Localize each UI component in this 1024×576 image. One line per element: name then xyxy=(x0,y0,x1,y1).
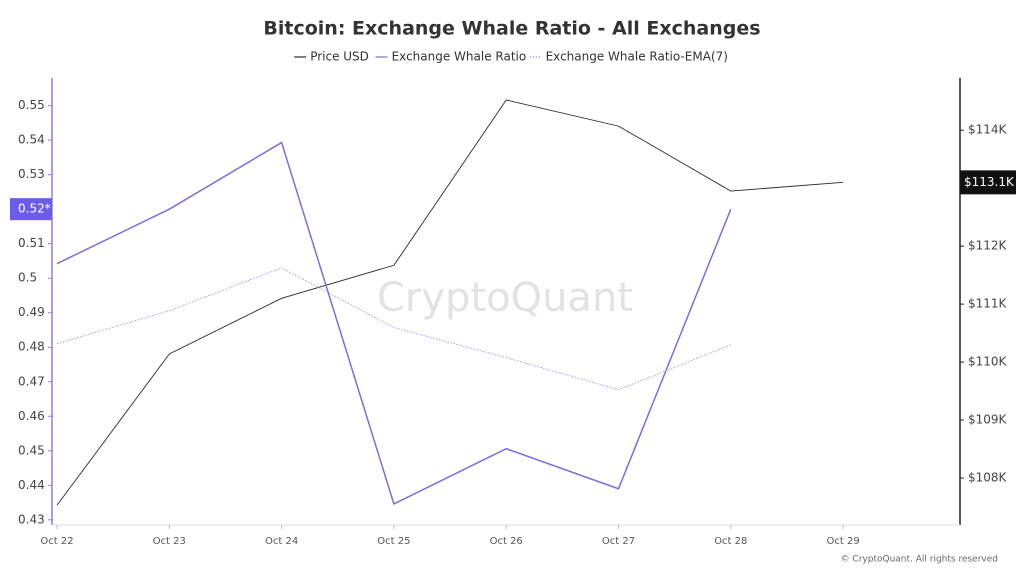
x-tick-label: Oct 29 xyxy=(826,536,859,547)
y-tick-label: 0.47 xyxy=(18,374,45,388)
y-tick-label: 0.55 xyxy=(18,98,45,112)
y-marker-label: 0.52* xyxy=(18,202,51,216)
y2-marker-box xyxy=(960,170,1016,195)
x-tick-label: Oct 22 xyxy=(40,536,73,547)
y-tick-label: 0.49 xyxy=(18,305,45,319)
footer: © CryptoQuant. All rights reserved xyxy=(841,555,998,565)
x-tick-label: Oct 26 xyxy=(490,536,523,547)
y-tick-label: 0.5 xyxy=(18,271,37,285)
y2-tick-label: $111K xyxy=(968,297,1008,311)
x-tick-label: Oct 27 xyxy=(602,536,635,547)
series-line xyxy=(56,267,731,391)
y2-tick-label: $112K xyxy=(968,239,1008,253)
y-tick-label: 0.45 xyxy=(18,443,45,457)
x-tick-label: Oct 28 xyxy=(714,536,747,547)
y2-tick-label: $108K xyxy=(968,471,1008,485)
y-tick-label: 0.43 xyxy=(18,512,45,526)
watermark: CryptoQuant xyxy=(377,275,633,321)
x-tick-label: Oct 23 xyxy=(153,536,186,547)
y-tick-label: 0.51 xyxy=(18,236,45,250)
series-line xyxy=(56,141,732,506)
y-tick-label: 0.54 xyxy=(18,133,45,147)
x-tick-label: Oct 25 xyxy=(377,536,410,547)
legend-label: Price USD xyxy=(310,50,369,64)
y-tick-label: 0.46 xyxy=(18,409,45,423)
series-line xyxy=(56,99,844,506)
chart-title: Bitcoin: Exchange Whale Ratio - All Exch… xyxy=(263,18,760,40)
legend-label: Exchange Whale Ratio-EMA(7) xyxy=(546,50,728,64)
y-marker-box xyxy=(10,198,52,221)
y2-tick-label: $110K xyxy=(968,355,1008,369)
y-tick-label: 0.48 xyxy=(18,340,45,354)
x-tick-label: Oct 24 xyxy=(265,536,298,547)
y-tick-label: 0.44 xyxy=(18,478,45,492)
y2-tick-label: $109K xyxy=(968,413,1008,427)
y-tick-label: 0.53 xyxy=(18,167,45,181)
legend-label: Exchange Whale Ratio xyxy=(392,50,527,64)
y2-tick-label: $114K xyxy=(968,123,1008,137)
y2-marker-label: $113.1K xyxy=(964,175,1015,189)
